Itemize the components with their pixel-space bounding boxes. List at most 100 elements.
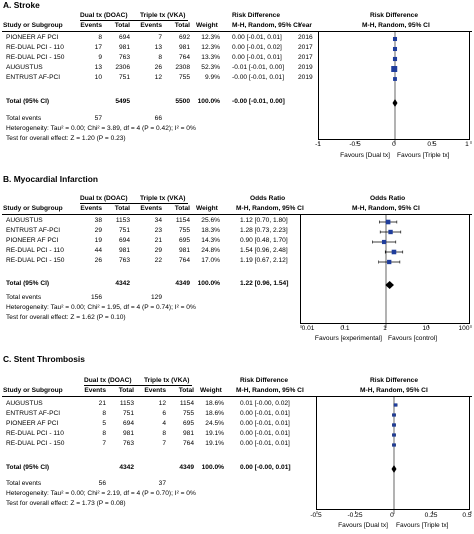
- total1: 2306: [115, 64, 130, 71]
- total2: 2308: [175, 64, 190, 71]
- events-label: Total events: [6, 480, 42, 487]
- effect-ci: -0.00 [-0.01, 0.00]: [232, 98, 285, 105]
- weight: 9.9%: [204, 74, 220, 81]
- effect-ci: 1.19 [0.67, 2.12]: [240, 257, 288, 264]
- events1: 29: [94, 227, 102, 234]
- weight: 17.0%: [201, 257, 220, 264]
- total1: 751: [118, 227, 130, 234]
- header-rule: [80, 20, 188, 21]
- plot-method: M-H, Random, 95% CI: [362, 22, 430, 29]
- overall-effect-text: Test for overall effect: Z = 1.62 (P = 0…: [6, 314, 126, 321]
- effect-ci: 0.00 [-0.01, 0.01]: [240, 440, 290, 447]
- total-label: Total (95% CI): [6, 280, 50, 287]
- axis-tick-label: -0.5: [310, 512, 322, 519]
- total2: 695: [182, 420, 194, 427]
- study-name: PIONEER AF PCI: [6, 420, 59, 427]
- events1: 56: [98, 480, 106, 487]
- pooled-diamond: [385, 281, 394, 289]
- axis-tick-label: 0.1: [340, 325, 350, 332]
- weight: 100.0%: [197, 98, 220, 105]
- effect-header: Odds Ratio: [250, 195, 286, 202]
- favours-left: Favours [experimental]: [314, 335, 382, 342]
- forest-plot-svg: [316, 397, 472, 514]
- effect-ci: 0.00 [-0.01, 0.01]: [232, 54, 282, 61]
- total1: 981: [118, 247, 130, 254]
- point-estimate: [391, 249, 397, 255]
- total1: 751: [118, 74, 130, 81]
- total2-col-header: Total: [178, 387, 194, 394]
- total1: 694: [118, 34, 130, 41]
- events1-col-header: Events: [80, 22, 102, 29]
- events2: 23: [154, 227, 162, 234]
- weight: 19.1%: [205, 430, 224, 437]
- heterogeneity-text: Heterogeneity: Tau² = 0.00; Chi² = 3.89,…: [6, 125, 196, 132]
- events1: 8: [98, 34, 102, 41]
- total1: 1153: [115, 217, 130, 224]
- forest-plot: [300, 214, 472, 328]
- total2: 981: [178, 247, 190, 254]
- table-top-rule: [2, 214, 472, 215]
- effect-ci: 0.00 [-0.00, 0.01]: [240, 464, 291, 471]
- total1: 694: [118, 237, 130, 244]
- events1: 26: [94, 257, 102, 264]
- total1: 981: [118, 44, 130, 51]
- total2: 755: [178, 227, 190, 234]
- weight: 25.6%: [201, 217, 220, 224]
- weight: 24.8%: [201, 247, 220, 254]
- axis-tick-label: -0.25: [347, 512, 363, 519]
- heterogeneity-text: Heterogeneity: Tau² = 0.00; Chi² = 2.19,…: [6, 490, 196, 497]
- weight: 18.6%: [205, 400, 224, 407]
- events2: 8: [162, 430, 166, 437]
- favours-left: Favours [Dual tx]: [338, 522, 388, 529]
- events1: 21: [98, 400, 106, 407]
- axis-tick-label: 0.5: [462, 512, 472, 519]
- total2-col-header: Total: [174, 22, 190, 29]
- favours-right: Favours [control]: [388, 335, 438, 342]
- plot-method: M-H, Random, 95% CI: [352, 205, 420, 212]
- point-estimate: [392, 413, 396, 417]
- study-name: AUGUSTUS: [6, 217, 43, 224]
- header-rule: [84, 385, 192, 386]
- weight: 24.5%: [205, 420, 224, 427]
- favours-left: Favours [Dual tx]: [340, 152, 390, 159]
- axis-tick-label: 1: [465, 141, 469, 148]
- effect-ci: 0.00 [-0.01, 0.01]: [240, 430, 290, 437]
- events2: 21: [154, 237, 162, 244]
- weight: 19.1%: [205, 440, 224, 447]
- events2: 37: [158, 480, 166, 487]
- total2: 764: [178, 257, 190, 264]
- events2: 66: [154, 115, 162, 122]
- axis-tick-label: 0: [390, 512, 394, 519]
- study-name: PIONEER AF PCI: [6, 237, 59, 244]
- group1-header: Dual tx (DOAC): [80, 12, 128, 19]
- total1: 694: [122, 420, 134, 427]
- plot-header: Risk Difference: [370, 377, 419, 384]
- forest-plot-svg: [300, 215, 472, 328]
- group1-header: Dual tx (DOAC): [80, 195, 128, 202]
- total1: 4342: [115, 280, 130, 287]
- point-estimate: [392, 46, 398, 52]
- study-col-header: Study or Subgroup: [3, 205, 63, 212]
- panel-title: A. Stroke: [3, 0, 40, 10]
- point-estimate: [392, 56, 398, 62]
- events1: 9: [98, 54, 102, 61]
- axis-tick-label: -0.5: [349, 141, 361, 148]
- study-name: AUGUSTUS: [6, 64, 43, 71]
- total2: 1154: [175, 217, 190, 224]
- study-name: RE-DUAL PCI - 110: [6, 44, 64, 51]
- study-name: RE-DUAL PCI - 110: [6, 430, 64, 437]
- weight: 13.3%: [201, 54, 220, 61]
- events2: 34: [154, 217, 162, 224]
- weight-col-header: Weight: [200, 387, 222, 394]
- events1: 5: [102, 420, 106, 427]
- events2: 129: [150, 294, 162, 301]
- effect-ci: 0.90 [0.48, 1.70]: [240, 237, 288, 244]
- events1: 156: [90, 294, 102, 301]
- favours-right: Favours [Triple tx]: [396, 522, 449, 529]
- axis-tick-label: 1: [383, 325, 387, 332]
- study-name: ENTRUST AF-PCI: [6, 227, 61, 234]
- heterogeneity-text: Heterogeneity: Tau² = 0.00; Chi² = 1.95,…: [6, 304, 196, 311]
- total1: 1153: [119, 400, 134, 407]
- total1: 5495: [115, 98, 130, 105]
- events2: 13: [154, 44, 162, 51]
